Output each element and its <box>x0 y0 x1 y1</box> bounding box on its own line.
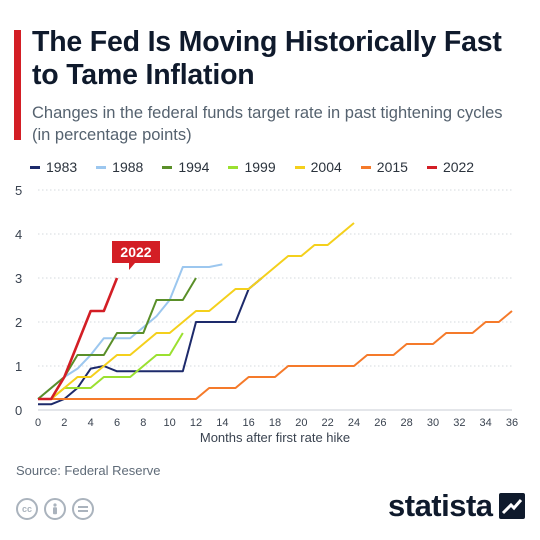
legend-label: 2004 <box>310 159 342 175</box>
legend-swatch <box>360 165 371 169</box>
chart-legend: 1983 1988 1994 1999 2004 2015 2022 <box>30 156 493 178</box>
attribution-icon <box>44 498 66 520</box>
legend-item-2022: 2022 <box>426 159 475 175</box>
legend-item-1988: 1988 <box>96 159 143 175</box>
legend-item-2004: 2004 <box>294 159 342 175</box>
legend-label: 1999 <box>244 159 276 175</box>
x-tick-label: 0 <box>35 417 41 429</box>
legend-item-1983: 1983 <box>30 159 77 175</box>
x-tick-label: 32 <box>453 417 465 429</box>
brand-name: statista <box>388 488 493 523</box>
legend-swatch <box>162 165 173 169</box>
series-line-2015 <box>38 310 513 400</box>
legend-swatch <box>96 165 107 169</box>
page-title: The Fed Is Moving Historically Fast to T… <box>32 26 502 91</box>
annotation-label: 2022 <box>120 244 151 260</box>
title-accent-bar <box>14 30 21 140</box>
legend-item-1994: 1994 <box>162 159 209 175</box>
x-tick-label: 30 <box>427 417 439 429</box>
series-line-2022 <box>38 277 119 401</box>
x-tick-label: 18 <box>269 417 281 429</box>
x-tick-label: 6 <box>114 417 120 429</box>
legend-label: 2022 <box>442 159 475 175</box>
legend-label: 1983 <box>46 159 78 175</box>
series-line-1988 <box>37 263 223 400</box>
x-tick-label: 22 <box>322 417 334 429</box>
x-tick-label: 20 <box>295 417 307 429</box>
x-tick-label: 2 <box>61 417 67 429</box>
series-line-2004 <box>38 222 355 400</box>
x-tick-label: 36 <box>506 417 518 429</box>
series-line-1983 <box>38 277 263 406</box>
no-derivatives-icon <box>72 498 94 520</box>
legend-label: 2015 <box>376 159 408 175</box>
y-tick-label: 2 <box>15 315 22 330</box>
x-tick-label: 12 <box>190 417 202 429</box>
license-icons: cc <box>16 498 94 520</box>
legend-item-1999: 1999 <box>228 159 276 175</box>
x-axis-label: Months after first rate hike <box>200 430 350 445</box>
y-tick-label: 4 <box>15 227 22 242</box>
y-tick-label: 1 <box>15 359 22 374</box>
page-subtitle: Changes in the federal funds target rate… <box>32 104 503 144</box>
legend-swatch <box>228 165 239 169</box>
x-tick-label: 24 <box>348 417 360 429</box>
x-tick-label: 26 <box>374 417 386 429</box>
x-tick-label: 28 <box>401 417 413 429</box>
legend-swatch <box>426 165 437 169</box>
legend-swatch <box>294 165 305 169</box>
annotation-label-box <box>112 241 160 263</box>
x-tick-label: 4 <box>88 417 94 429</box>
legend-item-2015: 2015 <box>360 159 408 175</box>
statista-logo: statista <box>388 488 525 524</box>
x-tick-label: 10 <box>164 417 176 429</box>
y-tick-label: 5 <box>15 183 22 198</box>
annotation-pointer <box>129 263 135 270</box>
y-tick-label: 0 <box>15 403 22 418</box>
source-note: Source: Federal Reserve <box>16 463 161 478</box>
x-tick-label: 34 <box>480 417 492 429</box>
legend-label: 1994 <box>178 159 210 175</box>
x-tick-label: 14 <box>216 417 228 429</box>
statista-mark-icon <box>498 493 525 519</box>
legend-swatch <box>30 165 40 169</box>
legend-label: 1988 <box>112 159 144 175</box>
x-tick-label: 16 <box>243 417 255 429</box>
x-tick-label: 8 <box>140 417 146 429</box>
y-tick-label: 3 <box>15 271 22 286</box>
cc-icon: cc <box>16 498 38 520</box>
